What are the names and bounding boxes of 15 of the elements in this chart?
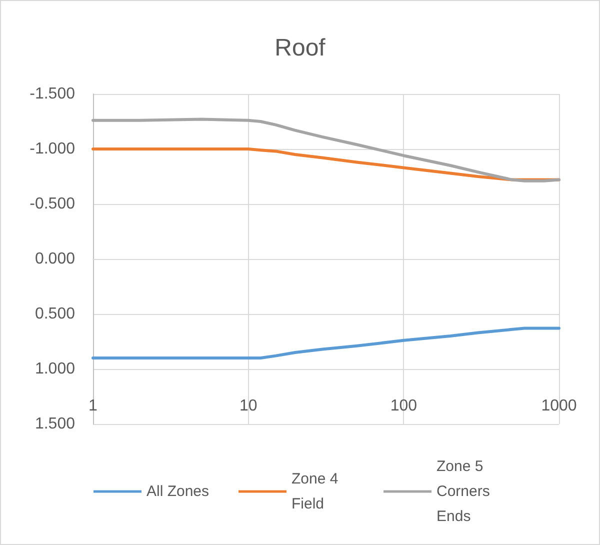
legend-label: Zone 5 Corners Ends — [436, 458, 494, 525]
legend-label: All Zones — [146, 483, 210, 500]
y-tick-label: -1.500 — [30, 86, 76, 102]
x-tick-label: 1 — [88, 398, 98, 414]
y-tick-label: 0.500 — [34, 306, 76, 322]
legend-label: Zone 4 Field — [292, 470, 342, 512]
y-tick-label: 1.500 — [34, 416, 76, 432]
chart-title: Roof — [274, 34, 326, 62]
x-tick-label: 10 — [239, 398, 258, 414]
y-tick-label: -1.000 — [30, 140, 76, 158]
y-tick-label: -0.500 — [30, 196, 76, 212]
y-tick-label: 0.000 — [34, 250, 76, 268]
x-tick-label: 1000 — [541, 398, 577, 414]
y-tick-label: 1.000 — [34, 360, 76, 378]
x-tick-label: 100 — [390, 398, 418, 414]
